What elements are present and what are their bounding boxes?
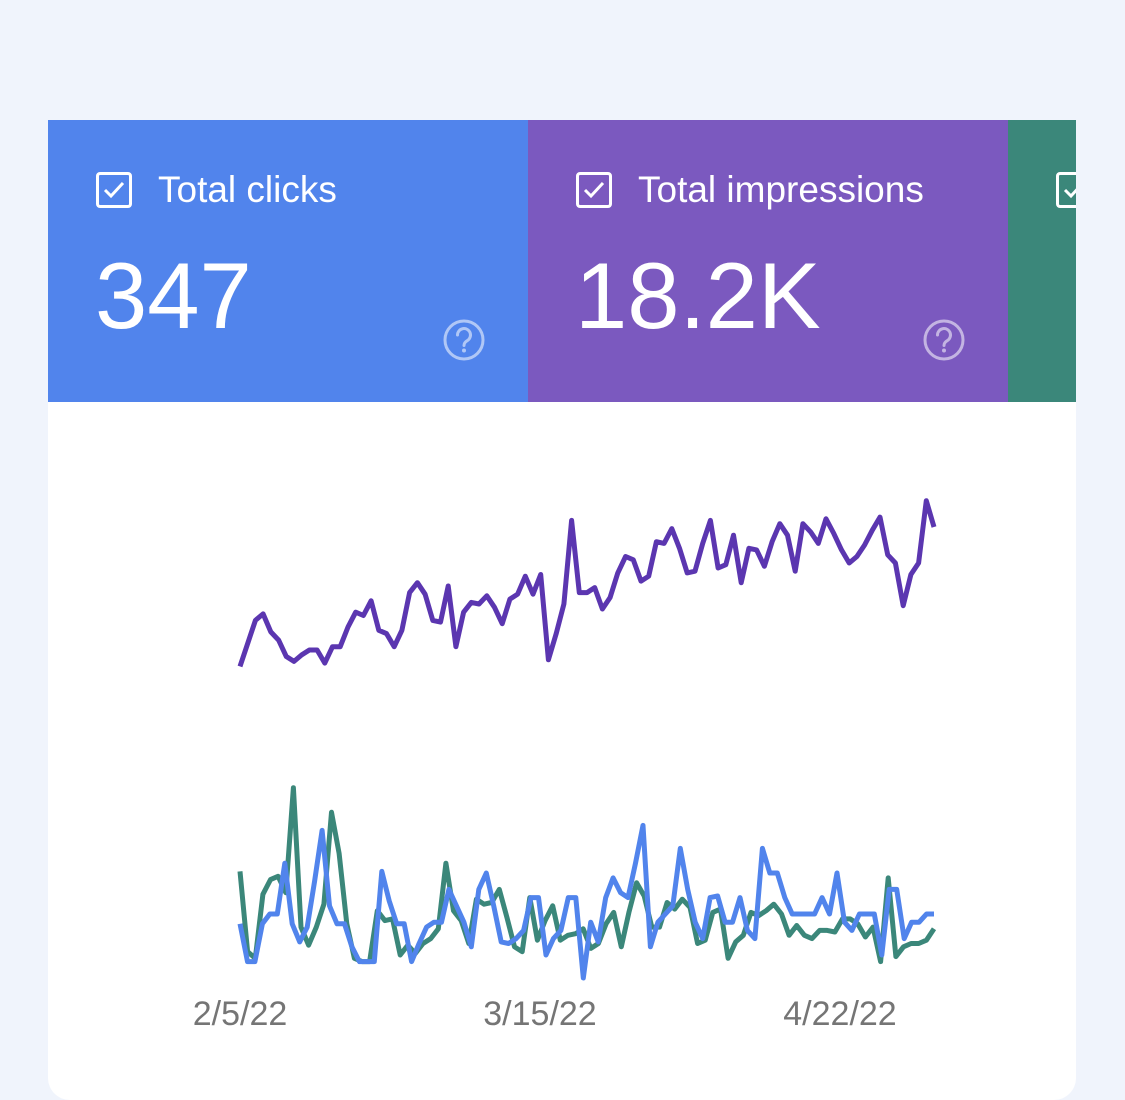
help-icon[interactable] xyxy=(922,318,966,362)
checkbox-checked-icon[interactable] xyxy=(1056,172,1076,208)
checkbox-checked-icon[interactable] xyxy=(576,172,612,208)
metric-value: 18.2K xyxy=(575,243,821,348)
series-line-2 xyxy=(237,498,937,668)
checkbox-checked-icon[interactable] xyxy=(96,172,132,208)
performance-chart: 2/5/22 3/15/22 4/22/22 xyxy=(48,402,1076,1100)
x-tick-label: 2/5/22 xyxy=(193,995,288,1033)
line-chart: 2/5/22 3/15/22 4/22/22 xyxy=(193,498,937,1033)
help-icon[interactable] xyxy=(442,318,486,362)
metric-label: Total impressions xyxy=(638,169,924,210)
metric-third-partial[interactable] xyxy=(1008,120,1076,402)
metric-tabs: Total clicks 347 Total impressions 18.2K xyxy=(48,120,1076,402)
metric-label: Total clicks xyxy=(158,169,337,210)
metric-value: 347 xyxy=(95,243,252,348)
x-tick-label: 3/15/22 xyxy=(483,995,596,1033)
series-line-1 xyxy=(237,822,934,981)
metric-total-impressions[interactable]: Total impressions 18.2K xyxy=(528,120,1008,402)
metric-total-clicks[interactable]: Total clicks 347 xyxy=(48,120,528,402)
x-tick-label: 4/22/22 xyxy=(783,995,896,1033)
performance-card: Total clicks 347 Total impressions 18.2K xyxy=(48,120,1076,1100)
